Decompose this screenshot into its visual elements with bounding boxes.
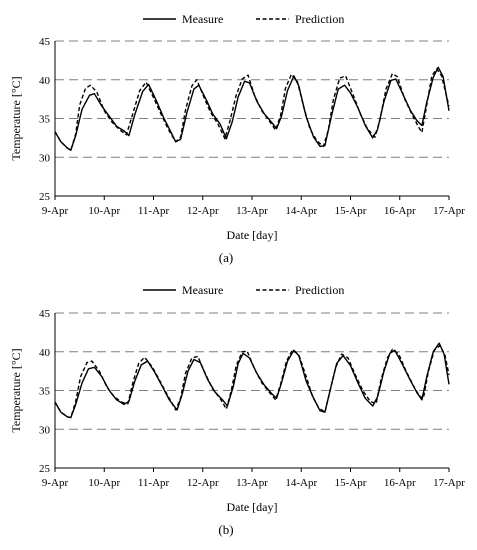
chart-panel-0: 25 30 35 40 45 9-Apr 10-Apr 11-Apr 12-Apr 13-Apr 1… bbox=[9, 12, 465, 265]
series-line-prediction bbox=[54, 344, 450, 419]
x-tick-label: 10-Apr bbox=[88, 477, 120, 489]
y-tick-label: 35 bbox=[39, 114, 51, 126]
legend-label: Measure bbox=[182, 283, 223, 297]
panel-label: (b) bbox=[218, 522, 233, 537]
x-tick-label: 15-Apr bbox=[335, 205, 367, 217]
y-tick-label: 45 bbox=[39, 36, 51, 48]
y-tick-label: 35 bbox=[39, 386, 51, 398]
x-tick-label: 12-Apr bbox=[187, 205, 219, 217]
x-tick-label: 16-Apr bbox=[384, 477, 416, 489]
y-tick-label: 45 bbox=[39, 308, 51, 320]
y-axis-label: Temperature [°C] bbox=[9, 348, 23, 432]
legend-label: Prediction bbox=[295, 283, 344, 297]
x-tick-label: 16-Apr bbox=[384, 205, 416, 217]
legend-label: Measure bbox=[182, 12, 223, 26]
x-tick-label: 13-Apr bbox=[236, 205, 268, 217]
x-tick-label: 9-Apr bbox=[42, 205, 69, 217]
y-tick-label: 30 bbox=[39, 152, 51, 164]
panel-label: (a) bbox=[219, 250, 233, 265]
x-tick-label: 14-Apr bbox=[285, 205, 317, 217]
series-line-prediction bbox=[54, 68, 450, 151]
x-axis-label: Date [day] bbox=[227, 228, 278, 242]
x-tick-label: 15-Apr bbox=[335, 477, 367, 489]
x-tick-label: 11-Apr bbox=[138, 205, 170, 217]
legend-label: Prediction bbox=[295, 12, 344, 26]
x-axis-label: Date [day] bbox=[227, 500, 278, 514]
x-tick-label: 17-Apr bbox=[433, 205, 465, 217]
x-tick-label: 17-Apr bbox=[433, 477, 465, 489]
chart-panel-1: 25 30 35 40 45 9-Apr 10-Apr 11-Apr 12-Apr 13-Apr 1… bbox=[9, 283, 465, 537]
y-tick-label: 30 bbox=[39, 424, 51, 436]
x-tick-label: 12-Apr bbox=[187, 477, 219, 489]
y-tick-label: 40 bbox=[39, 75, 51, 87]
x-tick-label: 10-Apr bbox=[88, 205, 120, 217]
x-tick-label: 11-Apr bbox=[138, 477, 170, 489]
y-tick-label: 25 bbox=[39, 463, 51, 475]
series-line-measure bbox=[54, 342, 450, 419]
x-tick-label: 9-Apr bbox=[42, 477, 69, 489]
x-tick-label: 14-Apr bbox=[285, 477, 317, 489]
x-tick-label: 13-Apr bbox=[236, 477, 268, 489]
y-tick-label: 40 bbox=[39, 347, 51, 359]
y-axis-label: Temperature [°C] bbox=[9, 76, 23, 160]
series-line-measure bbox=[54, 66, 450, 151]
y-tick-label: 25 bbox=[39, 191, 51, 203]
